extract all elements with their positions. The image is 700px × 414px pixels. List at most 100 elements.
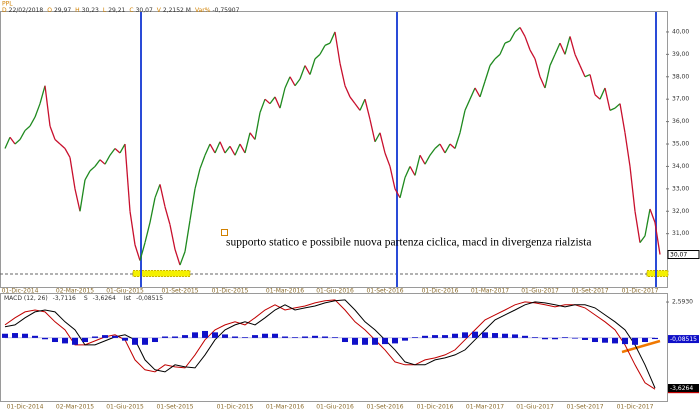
value-label: 30,07: [670, 252, 687, 259]
price-segment: [209, 143, 216, 154]
price-segment: [519, 27, 526, 37]
price-segment: [614, 103, 621, 109]
price-segment: [419, 154, 426, 165]
histogram-bar: [42, 337, 48, 340]
x-tick-label: 01-Giu-2015: [106, 404, 144, 411]
histogram-bar: [372, 337, 378, 345]
price-segment: [144, 222, 151, 243]
price-segment: [289, 76, 296, 87]
x-tick-label: 02-Mar-2015: [56, 404, 94, 411]
x-tick-label: 01-Dic-2014: [2, 288, 39, 295]
histogram-bar: [332, 337, 338, 338]
price-segment: [459, 110, 466, 133]
histogram-bar: [362, 337, 368, 345]
histogram-bar: [102, 335, 108, 338]
x-tick-label: 01-Set-2017: [566, 404, 603, 411]
price-segment: [444, 143, 451, 154]
price-segment: [199, 154, 206, 169]
y-tick-label: 33,00: [672, 185, 689, 192]
price-segment: [359, 98, 366, 111]
info-value: 2,2152 M: [163, 7, 191, 14]
price-segment: [49, 125, 56, 140]
histogram-bar: [192, 332, 198, 338]
histogram-bar: [622, 337, 628, 345]
price-segment: [54, 139, 61, 145]
value-box: [668, 383, 699, 392]
price-segment: [414, 155, 421, 176]
histogram-bar: [232, 336, 238, 338]
info-value: -0,75907: [212, 7, 239, 14]
price-segment: [229, 145, 236, 156]
price-segment: [319, 45, 326, 55]
price-segment: [619, 103, 626, 133]
price-segment: [599, 87, 606, 100]
histogram-bar: [532, 337, 538, 338]
histogram-bar: [242, 337, 248, 338]
legend-value: -3,6264: [93, 295, 116, 302]
histogram-bar: [462, 332, 468, 338]
price-segment: [309, 58, 316, 75]
x-tick-label: 01-Dic-2017: [622, 288, 659, 295]
x-tick-label: 01-Set-2017: [571, 288, 608, 295]
price-panel: [0, 11, 668, 288]
histogram-bar: [522, 335, 528, 338]
price-segment: [164, 206, 171, 225]
histogram-bar: [422, 335, 428, 338]
histogram-bar: [512, 334, 518, 338]
price-segment: [579, 65, 586, 78]
price-segment: [64, 148, 71, 158]
price-segment: [539, 76, 546, 89]
price-segment: [104, 154, 111, 165]
histogram-bar: [382, 337, 388, 345]
macd-legend: MACD (12, 26) -3,7116 S -3,6264 Ist -0,08515: [4, 295, 163, 302]
price-segment: [4, 137, 11, 149]
histogram-bar: [142, 337, 148, 345]
x-tick-label: 01-Mar-2017: [466, 404, 504, 411]
chart-title: PPL: [2, 1, 13, 8]
price-segment: [469, 87, 476, 100]
price-segment: [389, 166, 396, 189]
price-segment: [69, 157, 76, 189]
support-highlight: [646, 270, 669, 277]
price-segment: [624, 132, 631, 167]
price-segment: [394, 188, 401, 199]
histogram-bar: [72, 337, 78, 345]
price-segment: [384, 152, 391, 167]
legend-name: Ist: [124, 295, 132, 302]
info-key: O: [47, 7, 52, 14]
histogram-bar: [602, 337, 608, 343]
histogram-bar: [472, 331, 478, 338]
price-segment: [234, 143, 241, 156]
histogram-bar: [132, 337, 138, 345]
y-tick-label: 31,00: [672, 230, 689, 237]
price-segment: [29, 116, 36, 127]
info-bar: D 22/02/2018 O 29,97 H 30,23 L 29,21 C 30,07 V 2,21…: [2, 7, 240, 14]
price-segment: [284, 76, 291, 89]
histogram-bar: [352, 337, 358, 345]
price-segment: [134, 244, 141, 261]
histogram-bar: [112, 335, 118, 338]
price-segment: [334, 31, 341, 64]
y-tick-label: 32,00: [672, 208, 689, 215]
annotation: supporto statico e possibile nuova parte…: [226, 237, 591, 249]
y-tick-label: 2,5930: [672, 299, 693, 306]
histogram-bar: [492, 333, 498, 338]
histogram-bar: [2, 333, 8, 338]
x-tick-label: 01-Giu-2017: [521, 288, 559, 295]
info-key: H: [75, 7, 80, 14]
y-tick-label: 40,00: [672, 28, 689, 35]
histogram-bar: [582, 337, 588, 340]
info-value: 30,23: [82, 7, 99, 14]
x-tick-label: 01-Mar-2017: [471, 288, 509, 295]
price-segment: [254, 112, 261, 140]
price-segment: [549, 54, 556, 66]
histogram-bar: [442, 335, 448, 338]
histogram-bar: [652, 337, 658, 340]
x-tick-label: 01-Dic-2016: [422, 288, 459, 295]
value-box: [668, 335, 699, 344]
price-segment: [89, 165, 96, 172]
price-segment: [174, 249, 181, 266]
price-segment: [529, 49, 536, 60]
y-tick-label: 35,00: [672, 141, 689, 148]
